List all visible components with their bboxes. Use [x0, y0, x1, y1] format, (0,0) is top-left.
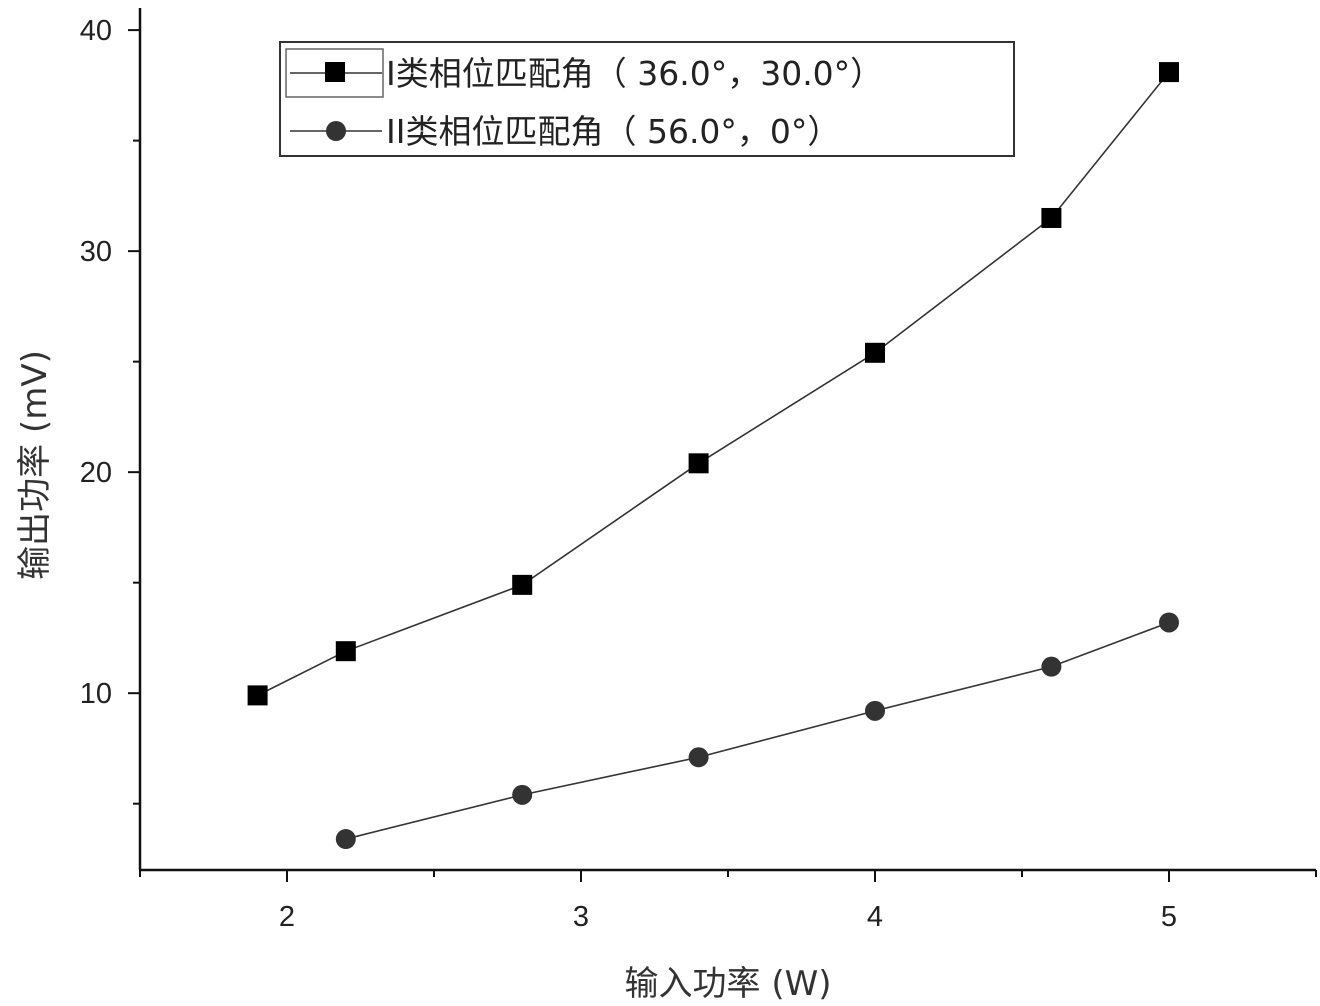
series-2-point [1041, 656, 1062, 677]
series-2-point [688, 747, 709, 768]
legend-label-series-1: I类相位匹配角（ 36.0°，30.0°） [386, 54, 883, 93]
y-tick-label-20: 20 [80, 457, 112, 489]
y-tick-label-40: 40 [80, 15, 112, 47]
series-2-point [865, 700, 885, 721]
x-tick-label-2: 2 [279, 901, 295, 933]
y-axis-title: 输出功率 (mV) [15, 350, 55, 580]
legend-box [279, 41, 1015, 157]
legend: I类相位匹配角（ 36.0°，30.0°） II类相位匹配角（ 56.0°，0°… [279, 41, 1015, 157]
x-tick-label-5: 5 [1161, 901, 1177, 933]
series-layer [247, 62, 1179, 850]
series-1-point [1041, 207, 1062, 228]
x-tick-label-4: 4 [867, 901, 883, 933]
series-1-line [257, 71, 1170, 697]
series-1-point [865, 342, 885, 363]
series-1-point [247, 685, 268, 706]
series-2-point [335, 829, 356, 850]
legend-label-series-2: II类相位匹配角（ 56.0°，0°） [386, 112, 840, 151]
legend-sample-highlight [285, 48, 384, 98]
x-axis-title: 输入功率 (W) [625, 964, 832, 1004]
series-1-point [335, 641, 356, 662]
series-1-point [512, 574, 533, 595]
ticks: 2 3 4 5 10 20 30 40 [80, 15, 1317, 933]
series-1-point [1159, 62, 1179, 83]
series-1-point [688, 453, 709, 474]
legend-marker-circle [326, 121, 346, 141]
series-2-line [345, 621, 1170, 840]
y-tick-label-30: 30 [80, 236, 112, 268]
series-2-point [1159, 612, 1179, 633]
legend-marker-square [325, 62, 345, 82]
y-tick-label-10: 10 [80, 678, 112, 710]
series-2-point [512, 784, 533, 805]
x-tick-label-3: 3 [573, 901, 589, 933]
